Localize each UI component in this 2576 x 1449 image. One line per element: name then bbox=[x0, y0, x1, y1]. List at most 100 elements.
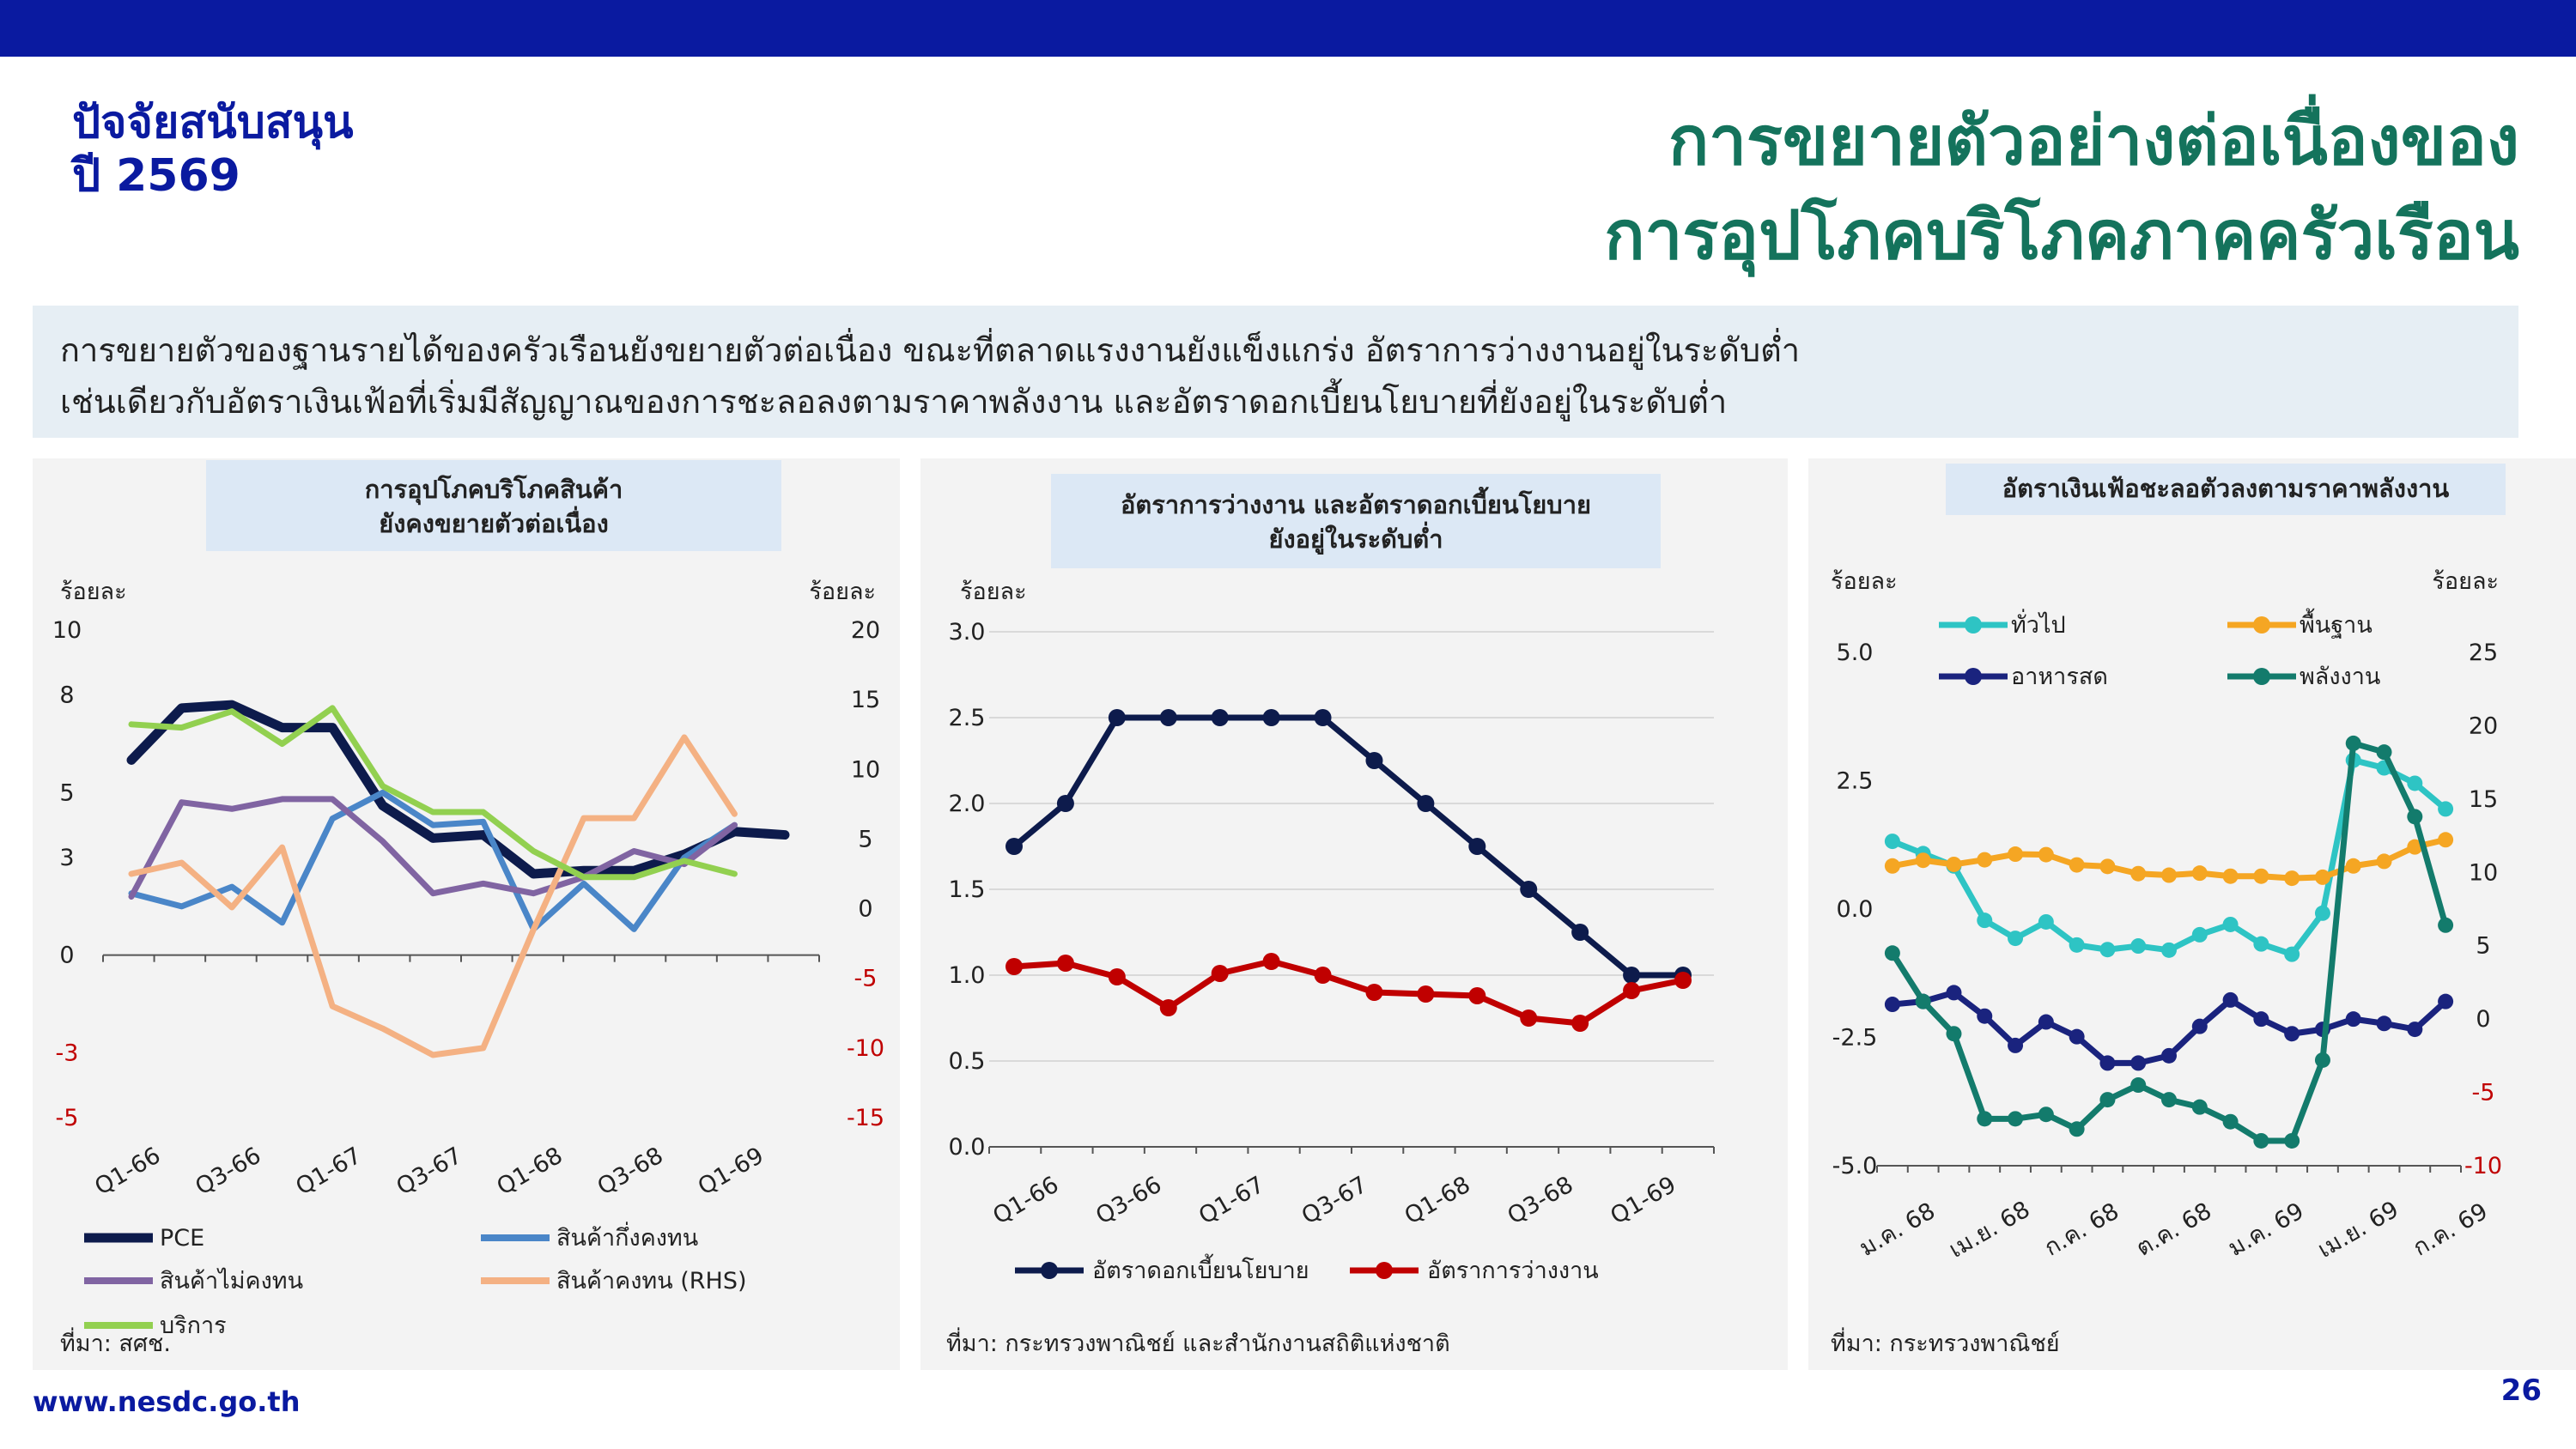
data-point bbox=[2069, 1121, 2085, 1137]
y2-tick-label: 0 bbox=[858, 896, 872, 923]
data-point bbox=[1468, 987, 1486, 1004]
legend-label: พลังงาน bbox=[2300, 664, 2380, 690]
y2-tick-label: 10 bbox=[2469, 859, 2498, 886]
data-point bbox=[2191, 865, 2208, 882]
y2-tick-label: 25 bbox=[2469, 640, 2498, 666]
data-point bbox=[1884, 858, 1900, 874]
data-point bbox=[2038, 913, 2054, 930]
y2-tick-label: 15 bbox=[2469, 786, 2498, 813]
x-tick-label: Q3-67 bbox=[392, 1143, 466, 1201]
y-tick-label: 2.5 bbox=[949, 705, 986, 731]
data-point bbox=[1365, 752, 1383, 769]
data-point bbox=[1946, 1026, 1962, 1042]
data-point bbox=[2253, 1132, 2269, 1149]
y2-tick-label: -5 bbox=[2472, 1080, 2495, 1106]
data-point bbox=[1262, 953, 1280, 970]
data-point bbox=[1977, 912, 1993, 929]
page-title: การขยายตัวอย่างต่อเนื่องของ การอุปโภคบริ… bbox=[974, 94, 2519, 283]
rates-chart: อัตราการว่างงาน และอัตราดอกเบี้ยนโยบายยั… bbox=[946, 474, 1715, 1357]
x-tick-label: Q1-67 bbox=[291, 1143, 366, 1201]
chart-title-line-2: ยังอยู่ในระดับต่ำ bbox=[1268, 521, 1443, 555]
series-line-2 bbox=[128, 796, 738, 900]
section-kicker: ปัจจัยสนับสนุน ปี 2569 bbox=[72, 96, 354, 203]
data-point bbox=[2069, 1028, 2085, 1045]
data-point bbox=[1056, 955, 1074, 972]
data-point bbox=[2284, 870, 2300, 887]
kicker-line-2: ปี 2569 bbox=[72, 150, 240, 202]
data-point bbox=[2284, 1132, 2300, 1149]
data-point bbox=[1005, 838, 1023, 855]
legend-label: สินค้ากึ่งคงทน bbox=[556, 1222, 698, 1252]
legend-label: PCE bbox=[160, 1225, 204, 1252]
data-point bbox=[2376, 853, 2392, 870]
title-line-2: การอุปโภคบริโภคภาคครัวเรือน bbox=[1604, 197, 2519, 275]
chart-title: อัตราเงินเฟ้อชะลอตัวลงตามราคาพลังงาน bbox=[2002, 474, 2450, 503]
y-tick-label: 3 bbox=[59, 845, 74, 871]
data-point bbox=[1520, 1009, 1538, 1027]
data-point bbox=[2376, 744, 2392, 761]
series-line-0 bbox=[1891, 757, 2448, 958]
y2-tick-label: 0 bbox=[2476, 1006, 2490, 1033]
data-point bbox=[2314, 869, 2330, 885]
y-tick-label: -2.5 bbox=[1832, 1025, 1878, 1052]
data-point bbox=[1108, 968, 1126, 985]
data-point bbox=[2407, 775, 2423, 791]
data-point bbox=[1005, 958, 1023, 975]
data-point bbox=[1977, 852, 1993, 868]
data-point bbox=[1977, 1111, 1993, 1127]
y-tick-label: 5 bbox=[59, 779, 74, 806]
y2-tick-label: -10 bbox=[847, 1035, 884, 1062]
data-point bbox=[2222, 916, 2239, 932]
legend-label: ทั่วไป bbox=[2011, 609, 2066, 639]
data-point bbox=[2222, 868, 2239, 884]
data-point bbox=[1571, 1015, 1589, 1032]
data-point bbox=[2438, 993, 2454, 1009]
data-point bbox=[2069, 857, 2085, 873]
data-point bbox=[2345, 1011, 2361, 1028]
y-tick-label: 0.0 bbox=[1837, 896, 1874, 923]
chart-title-line-2: ยังคงขยายตัวต่อเนื่อง bbox=[379, 506, 609, 538]
data-point bbox=[1211, 709, 1229, 726]
title-line-1: การขยายตัวอย่างต่อเนื่องของ bbox=[1668, 103, 2519, 180]
data-point bbox=[2284, 1026, 2300, 1042]
data-point bbox=[2099, 1055, 2116, 1071]
legend-marker bbox=[1376, 1262, 1393, 1279]
y-axis-label-left: ร้อยละ bbox=[60, 579, 127, 605]
x-tick-label: Q1-67 bbox=[1194, 1172, 1269, 1230]
x-tick-label: Q3-68 bbox=[593, 1143, 668, 1201]
x-tick-label: Q1-66 bbox=[90, 1143, 165, 1201]
inflation-chart: อัตราเงินเฟ้อชะลอตัวลงตามราคาพลังงานร้อย… bbox=[1831, 464, 2506, 1357]
x-tick-label: ต.ค. 68 bbox=[2132, 1197, 2216, 1262]
legend-label: บริการ bbox=[160, 1313, 227, 1339]
data-point bbox=[1946, 856, 1962, 872]
data-point bbox=[2222, 1113, 2239, 1130]
data-point bbox=[1262, 709, 1280, 726]
data-point bbox=[2008, 1111, 2024, 1127]
y-axis-label-left: ร้อยละ bbox=[1831, 568, 1898, 595]
y-tick-label: 0 bbox=[59, 943, 74, 969]
data-point bbox=[1977, 1008, 1993, 1024]
y-tick-label: 3.0 bbox=[949, 619, 986, 646]
legend-marker bbox=[1041, 1262, 1058, 1279]
data-point bbox=[2130, 938, 2147, 955]
data-point bbox=[2038, 1106, 2054, 1123]
y-tick-label: -3 bbox=[56, 1040, 79, 1066]
y-tick-label: 1.5 bbox=[949, 876, 986, 903]
y-tick-label: 0.0 bbox=[949, 1134, 986, 1161]
legend-label: อัตราการว่างงาน bbox=[1427, 1258, 1599, 1284]
y2-tick-label: 5 bbox=[2476, 933, 2490, 960]
data-point bbox=[1946, 985, 1962, 1001]
footer-url[interactable]: www.nesdc.go.th bbox=[33, 1385, 301, 1418]
y-tick-label: -5.0 bbox=[1832, 1153, 1878, 1179]
data-point bbox=[1314, 967, 1332, 984]
chart-panel-rates: อัตราการว่างงาน และอัตราดอกเบี้ยนโยบาย ยั… bbox=[920, 458, 1788, 1370]
series-line-4 bbox=[128, 705, 738, 881]
data-point bbox=[2407, 1022, 2423, 1038]
legend-marker bbox=[1965, 616, 1982, 634]
series-line-1 bbox=[128, 789, 738, 932]
y2-tick-label: 5 bbox=[858, 826, 872, 852]
chart-title-line-1: การอุปโภคบริโภคสินค้า bbox=[365, 474, 623, 505]
data-point bbox=[2191, 926, 2208, 943]
y2-tick-label: 15 bbox=[851, 687, 880, 713]
legend-label: อัตราดอกเบี้ยนโยบาย bbox=[1092, 1253, 1309, 1284]
